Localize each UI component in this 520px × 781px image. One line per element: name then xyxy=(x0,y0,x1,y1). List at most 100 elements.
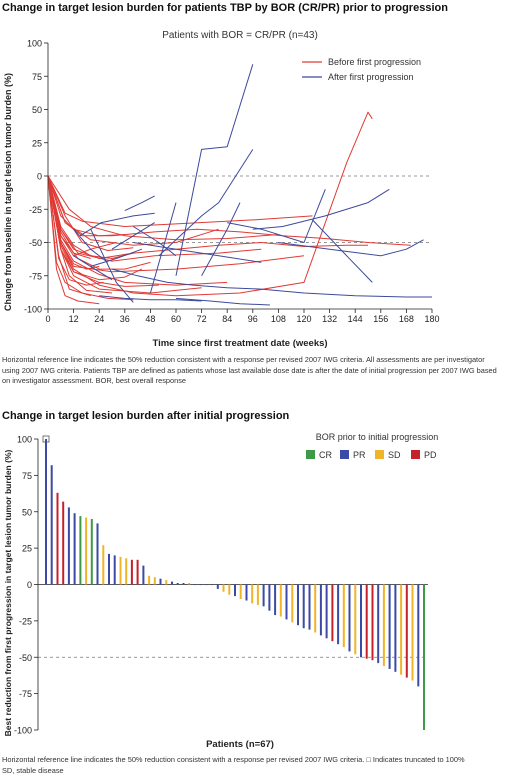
series-line-after-33 xyxy=(133,226,177,257)
series-line-after-39 xyxy=(111,268,262,290)
series-line-after-36 xyxy=(252,188,390,230)
series-line-after-34 xyxy=(201,202,241,277)
legend-label-sd: SD xyxy=(388,450,401,460)
bar-19-SD xyxy=(148,575,151,585)
series-line-before-13 xyxy=(47,175,313,227)
series-line-after-29 xyxy=(124,195,155,212)
bar-25-PR xyxy=(182,583,185,585)
series-line-after-31 xyxy=(158,149,254,257)
x-tick-label: 72 xyxy=(197,314,207,324)
legend-label-pd: PD xyxy=(424,450,437,460)
x-tick-label: 48 xyxy=(145,314,155,324)
bar-5-PR xyxy=(67,507,70,585)
bar-44-SD xyxy=(291,584,294,623)
bar-41-PR xyxy=(274,584,277,616)
bar-53-SD xyxy=(342,584,345,648)
x-tick-label: 168 xyxy=(399,314,414,324)
x-tick-label: 24 xyxy=(94,314,104,324)
series-line-after-26 xyxy=(79,212,155,237)
bar-7-CR xyxy=(79,516,82,585)
legend-label-pr: PR xyxy=(353,450,366,460)
x-tick-label: 36 xyxy=(120,314,130,324)
bar-16-PD xyxy=(130,559,133,585)
bar-50-PR xyxy=(325,584,328,639)
bar-56-PR xyxy=(360,584,362,658)
x-axis-label: Patients (n=67) xyxy=(206,739,274,750)
y-tick-label: -50 xyxy=(29,238,42,248)
line-legend: Before first progression After first pro… xyxy=(302,57,421,82)
line-chart: -100 -75 -50 -25 0 25 50 75 100 0 12 24 36 48 60 72 84 96… xyxy=(3,30,440,349)
bar-43-PR xyxy=(285,584,288,620)
bar-57-PD xyxy=(365,584,368,659)
x-tick-label: 180 xyxy=(424,314,439,324)
series-line-after-27 xyxy=(90,228,134,303)
bar-21-PR xyxy=(159,578,162,585)
y-axis-label: Change from baseline in target lesion tu… xyxy=(3,73,13,311)
y-tick-label: 75 xyxy=(32,72,42,82)
x-tick-label: 156 xyxy=(373,314,388,324)
footnote-line: on investigator assessment. BOR, best ov… xyxy=(2,376,187,385)
bar-12-PR xyxy=(108,553,110,585)
chart-subtitle: Patients with BOR = CR/PR (n=43) xyxy=(162,30,318,41)
bar-67-CR xyxy=(423,584,425,730)
y-tick-label: 75 xyxy=(22,471,32,481)
x-axis-label: Time since first treatment date (weeks) xyxy=(152,338,327,349)
bar-38-SD xyxy=(256,584,259,605)
panel1-footnote: Horizontal reference line indicates the … xyxy=(2,355,497,387)
bar-30-PR xyxy=(211,584,214,586)
bar-4-PD xyxy=(62,501,65,585)
y-tick-label: 0 xyxy=(37,172,42,182)
x-tick-label: 96 xyxy=(248,314,258,324)
bar-24-PR xyxy=(176,583,179,585)
series-line-before-11 xyxy=(47,111,373,297)
bar-22-SD xyxy=(165,580,168,585)
bar-3-PD xyxy=(56,492,59,585)
bar-47-PR xyxy=(308,584,311,630)
series-line-before-21 xyxy=(47,175,228,286)
bar-legend: CR PR SD PD xyxy=(306,450,437,460)
x-tick-label: 60 xyxy=(171,314,181,324)
bar-chart: -100 -75 -50 -25 0 25 50 75 100 BOR prior to ini… xyxy=(3,432,439,750)
y-tick-label: 100 xyxy=(17,435,32,445)
y-tick-label: -100 xyxy=(24,305,42,315)
series-line-after-42 xyxy=(73,255,113,281)
bar-42-SD xyxy=(279,584,282,617)
series-line-before-12 xyxy=(47,175,262,262)
bar-1-PR xyxy=(45,439,47,585)
legend-title: BOR prior to initial progression xyxy=(316,432,439,442)
x-tick-label: 120 xyxy=(296,314,311,324)
bar-26-SD xyxy=(188,583,191,585)
y-tick-label: -50 xyxy=(19,653,32,663)
bar-48-SD xyxy=(314,584,317,633)
bar-14-SD xyxy=(119,556,122,585)
bar-61-PR xyxy=(388,584,391,669)
bar-23-PR xyxy=(171,581,173,585)
panel1-title: Change in target lesion burden for patie… xyxy=(2,2,448,14)
bar-59-PR xyxy=(377,584,380,664)
bar-37-SD xyxy=(251,584,254,604)
series-line-after-40 xyxy=(278,239,424,257)
bar-45-PR xyxy=(297,584,299,626)
series-line-after-41 xyxy=(312,219,373,283)
bar-39-PR xyxy=(262,584,265,607)
bar-10-PR xyxy=(96,523,99,585)
panel2-footnote: Horizontal reference line indicates the … xyxy=(2,755,465,776)
bar-60-SD xyxy=(382,584,385,666)
series-line-before-17 xyxy=(47,175,134,259)
series-line-after-44 xyxy=(175,297,270,306)
y-tick-label: 50 xyxy=(22,507,32,517)
bar-63-SD xyxy=(400,584,403,675)
bar-66-PR xyxy=(417,584,420,687)
bar-52-PR xyxy=(337,584,340,645)
bar-54-PR xyxy=(348,584,351,652)
series-line-after-28 xyxy=(111,222,155,250)
series-line-before-23 xyxy=(47,175,91,259)
series-line-after-45 xyxy=(133,242,262,263)
bar-28-PR xyxy=(199,584,202,586)
y-tick-label: -75 xyxy=(19,689,32,699)
footnote-line: Horizontal reference line indicates the … xyxy=(2,355,485,364)
y-tick-label: 50 xyxy=(32,105,42,115)
bar-18-PR xyxy=(142,565,145,585)
y-tick-label: -75 xyxy=(29,271,42,281)
legend-swatch-cr xyxy=(306,450,315,459)
